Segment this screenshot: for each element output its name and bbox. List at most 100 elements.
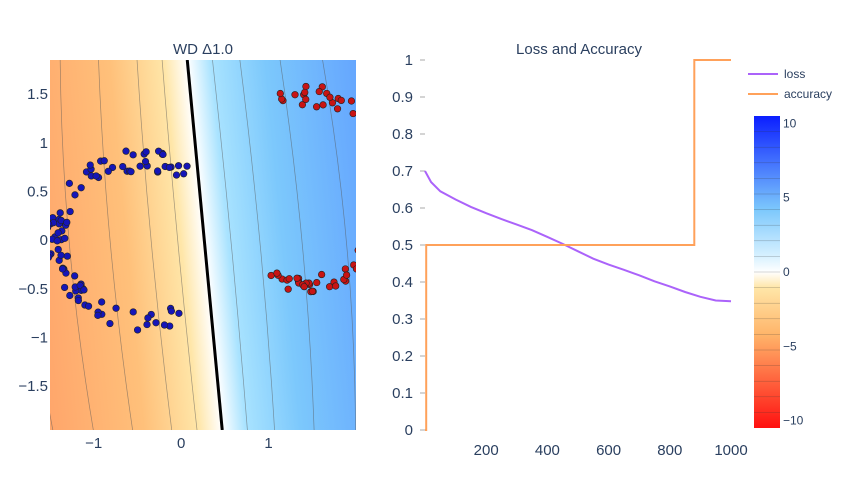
class-1-point	[315, 87, 323, 96]
class-0-point	[104, 167, 112, 175]
class-1-point	[365, 259, 372, 266]
colorbar-tick-label: 10	[783, 116, 797, 130]
class-1-point	[341, 265, 349, 273]
left-y-tick-label: −1	[31, 330, 48, 347]
right-y-tick-label: 0.2	[392, 348, 413, 365]
class-1-point	[365, 263, 372, 270]
class-0-point	[160, 321, 169, 329]
class-1-point	[378, 174, 385, 181]
right-y-tick-label: 0.4	[392, 274, 413, 291]
class-1-point	[381, 154, 388, 161]
class-0-point	[133, 326, 142, 334]
class-0-point	[122, 147, 130, 155]
class-1-point	[319, 101, 327, 109]
class-0-point	[86, 161, 94, 169]
class-1-point	[308, 287, 317, 295]
class-0-point	[136, 162, 144, 170]
class-0-point	[63, 252, 71, 260]
class-0-point	[129, 308, 137, 316]
class-1-point	[373, 209, 380, 216]
colorbar-tick-label: 0	[783, 265, 790, 279]
right-y-tick-label: 0	[405, 422, 413, 439]
colorbar-tick-label: −5	[783, 339, 797, 353]
class-1-point	[354, 247, 356, 254]
right-x-tick-label: 1000	[714, 442, 747, 459]
class-1-point	[367, 149, 374, 156]
class-1-point	[302, 95, 310, 103]
class-1-point	[300, 283, 308, 291]
class-1-point	[313, 278, 321, 287]
class-1-point	[383, 215, 390, 222]
left-x-tick-label: 0	[177, 435, 185, 452]
class-1-point	[381, 239, 388, 246]
class-1-point	[374, 217, 381, 224]
class-1-point	[373, 203, 380, 210]
left-y-tick-label: 1	[40, 135, 48, 152]
class-1-point	[358, 247, 365, 254]
class-0-point	[92, 172, 100, 180]
left-y-tick-label: −1.5	[18, 378, 48, 395]
class-0-point	[94, 311, 102, 319]
class-0-point	[80, 286, 88, 294]
class-0-point	[142, 148, 150, 156]
class-0-point	[143, 320, 151, 329]
contour-line	[161, 60, 198, 430]
class-0-point	[54, 245, 62, 254]
right-x-tick-label: 200	[474, 442, 499, 459]
class-1-point	[373, 147, 380, 154]
contour-line	[279, 60, 315, 430]
class-1-point	[367, 226, 374, 233]
class-0-point	[174, 162, 183, 170]
left-plot-area	[50, 0, 397, 474]
right-y-tick-label: 0.3	[392, 311, 413, 328]
class-0-point	[167, 307, 175, 315]
class-0-point	[172, 171, 181, 179]
left-y-tick-label: 0	[40, 232, 48, 249]
class-1-point	[371, 154, 378, 161]
class-0-point	[159, 150, 167, 159]
contour-line	[322, 60, 356, 430]
right-x-tick-label: 800	[657, 442, 682, 459]
class-0-point	[74, 296, 82, 305]
class-1-point	[302, 82, 310, 91]
right-y-tick-label: 0.1	[392, 385, 413, 402]
class-1-point	[383, 205, 390, 212]
class-1-point	[384, 189, 391, 196]
class-1-point	[358, 243, 365, 250]
class-1-point	[377, 226, 384, 233]
contour-line	[349, 0, 397, 474]
class-0-point	[61, 283, 69, 292]
class-1-point	[298, 101, 306, 109]
class-1-point	[364, 242, 371, 249]
class-0-point	[84, 302, 93, 310]
class-1-point	[352, 265, 356, 273]
class-0-point	[127, 168, 135, 176]
class-0-point	[66, 291, 74, 300]
class-0-point	[100, 157, 108, 165]
class-1-point	[378, 194, 385, 201]
class-0-point	[54, 229, 62, 237]
class-0-point	[129, 151, 137, 159]
class-0-point	[50, 224, 52, 231]
class-1-point	[293, 274, 301, 282]
class-1-point	[312, 103, 321, 111]
decision-boundary-line	[185, 60, 224, 430]
class-1-point	[382, 237, 389, 244]
class-0-point	[56, 209, 64, 217]
class-0-point	[77, 184, 85, 192]
class-1-point	[337, 96, 345, 105]
class-1-point	[374, 174, 381, 181]
class-0-point	[183, 162, 191, 170]
class-1-point	[364, 266, 371, 273]
right-y-tick-label: 0.6	[392, 200, 413, 217]
left-chart-title: WD Δ1.0	[173, 41, 233, 58]
class-1-point	[374, 244, 381, 251]
left-x-tick-label: 1	[264, 435, 272, 452]
right-y-tick-label: 0.8	[392, 126, 413, 143]
class-0-point	[50, 254, 53, 261]
class-1-point	[333, 105, 342, 113]
class-0-point	[153, 167, 162, 175]
class-1-point	[372, 222, 379, 229]
